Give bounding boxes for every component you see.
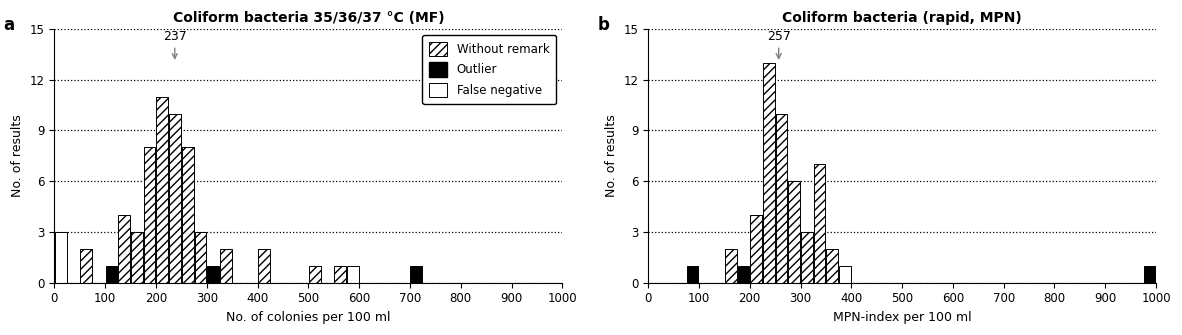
Bar	[207, 266, 219, 283]
Bar	[348, 266, 358, 283]
Bar	[813, 164, 825, 283]
Bar	[839, 266, 851, 283]
Bar	[826, 249, 838, 283]
Text: a: a	[4, 16, 14, 35]
Bar	[195, 232, 206, 283]
Bar	[775, 114, 787, 283]
Bar	[762, 63, 774, 283]
Y-axis label: No. of results: No. of results	[605, 115, 618, 197]
Bar	[687, 266, 699, 283]
Bar	[182, 147, 194, 283]
Text: b: b	[597, 16, 609, 35]
Title: Coliform bacteria (rapid, MPN): Coliform bacteria (rapid, MPN)	[782, 11, 1022, 25]
Bar	[751, 215, 762, 283]
Bar	[725, 249, 736, 283]
Title: Coliform bacteria 35/36/37 °C (MF): Coliform bacteria 35/36/37 °C (MF)	[173, 11, 444, 25]
Bar	[105, 266, 117, 283]
Bar	[54, 232, 66, 283]
X-axis label: MPN-index per 100 ml: MPN-index per 100 ml	[833, 311, 972, 324]
Bar	[788, 181, 800, 283]
Bar	[54, 266, 66, 283]
Text: 237: 237	[163, 29, 187, 59]
Bar	[410, 266, 422, 283]
Bar	[335, 266, 346, 283]
Legend: Without remark, Outlier, False negative: Without remark, Outlier, False negative	[422, 35, 557, 104]
Bar	[258, 249, 269, 283]
Bar	[131, 232, 143, 283]
Bar	[738, 266, 749, 283]
Bar	[801, 232, 813, 283]
Bar	[751, 215, 762, 283]
Bar	[1144, 266, 1156, 283]
Bar	[309, 266, 320, 283]
Bar	[80, 249, 92, 283]
Bar	[169, 114, 181, 283]
Bar	[156, 97, 168, 283]
Y-axis label: No. of results: No. of results	[11, 115, 24, 197]
X-axis label: No. of colonies per 100 ml: No. of colonies per 100 ml	[226, 311, 390, 324]
Bar	[144, 147, 156, 283]
Text: 257: 257	[767, 29, 791, 59]
Bar	[118, 215, 130, 283]
Bar	[220, 249, 232, 283]
